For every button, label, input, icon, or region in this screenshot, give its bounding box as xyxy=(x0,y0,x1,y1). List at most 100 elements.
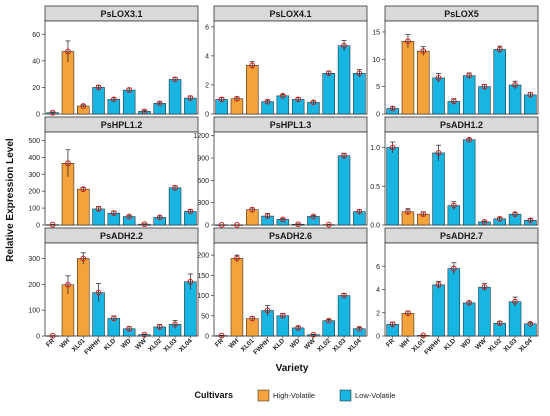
mean-point xyxy=(234,255,240,262)
mean-point xyxy=(141,108,148,115)
bar-wh xyxy=(401,40,415,115)
y-tick-label: 20 xyxy=(32,85,40,92)
x-tick-label: XL04 xyxy=(347,337,363,353)
y-tick-label: 200 xyxy=(197,253,209,260)
bar-xl02 xyxy=(153,103,166,115)
x-tick-label: FWHH xyxy=(83,337,102,356)
legend-title: Cultivars xyxy=(194,390,233,400)
mean-point xyxy=(512,298,518,305)
y-tick-label: 60 xyxy=(32,32,40,39)
bar-xl02 xyxy=(322,73,335,115)
y-axis-title: Relative Expression Level xyxy=(5,138,16,262)
panel-title: PsLOX5 xyxy=(444,9,479,19)
y-tick-label: 50 xyxy=(201,313,209,320)
y-tick-label: 0 xyxy=(36,223,40,230)
mean-point xyxy=(527,320,534,327)
mean-point xyxy=(264,213,271,219)
mean-point xyxy=(496,46,503,53)
panel-title: PsADH2.2 xyxy=(100,231,143,241)
mean-point xyxy=(279,216,286,223)
mean-point xyxy=(496,215,503,222)
y-tick-label: 15 xyxy=(372,29,380,36)
bar-xl04 xyxy=(524,323,537,337)
mean-point xyxy=(249,62,256,69)
mean-point xyxy=(389,321,396,328)
bar-wd xyxy=(122,89,136,115)
y-tick-label: 4 xyxy=(376,287,380,294)
mean-point xyxy=(389,105,396,112)
legend-key-low xyxy=(339,389,352,402)
y-tick-label: 0 xyxy=(36,112,40,119)
mean-point xyxy=(279,312,286,319)
bar-fwhh xyxy=(432,152,445,226)
bar-xl03 xyxy=(337,155,351,226)
panel-title: PsLOX3.1 xyxy=(100,9,142,19)
mean-point xyxy=(356,70,363,77)
y-tick-label: 10 xyxy=(372,57,380,64)
mean-point xyxy=(172,184,178,191)
y-tick-label: 1200 xyxy=(193,133,209,140)
bar-fwhh xyxy=(92,87,105,115)
mean-point xyxy=(187,95,194,101)
mean-point xyxy=(450,202,457,209)
mean-point xyxy=(126,87,133,93)
mean-point xyxy=(80,186,87,193)
mean-point xyxy=(527,91,534,98)
mean-point xyxy=(466,136,473,143)
panel-title: PsHPL1.3 xyxy=(270,120,312,130)
mean-point xyxy=(249,315,256,322)
mean-point xyxy=(325,221,332,228)
mean-point xyxy=(496,320,503,327)
bar-wh xyxy=(230,258,244,337)
x-tick-label: WD xyxy=(460,337,473,350)
bar-xl01 xyxy=(77,188,90,226)
bar-xl04 xyxy=(184,281,197,337)
panel-pslox3-1: PsLOX3.1 0 20 40 60 xyxy=(32,5,199,119)
y-tick-label: 400 xyxy=(28,155,40,162)
y-tick-label: 0.5 xyxy=(370,184,380,191)
bar-ww xyxy=(307,102,320,115)
y-tick-label: 100 xyxy=(28,206,40,213)
mean-point xyxy=(295,221,302,228)
mean-point xyxy=(466,299,473,306)
bar-xl04 xyxy=(353,73,366,115)
mean-point xyxy=(512,82,518,88)
y-tick-label: 200 xyxy=(28,282,40,289)
mean-point xyxy=(310,99,317,106)
mean-point xyxy=(234,95,240,102)
mean-point xyxy=(172,321,178,328)
mean-point xyxy=(187,278,194,285)
y-tick-label: 6 xyxy=(205,24,209,31)
mean-point xyxy=(49,109,56,116)
panel-title: PsHPL1.2 xyxy=(101,120,143,130)
y-tick-label: 150 xyxy=(197,273,209,280)
bar-xl03 xyxy=(168,187,182,226)
bar-kld xyxy=(447,268,461,337)
y-tick-label: 0 xyxy=(205,112,209,119)
mean-point xyxy=(80,103,87,109)
mean-point xyxy=(420,48,427,54)
panel-pshpl1-3: PsHPL1.3 0 300 600 900 1200 xyxy=(193,116,368,230)
panel-title: PsADH2.6 xyxy=(269,231,312,241)
bar-fwhh xyxy=(261,101,274,115)
mean-point xyxy=(450,98,457,105)
mean-point xyxy=(295,96,302,103)
legend-label-high: High-Volatile xyxy=(273,391,315,400)
mean-point xyxy=(356,325,363,332)
mean-point xyxy=(450,265,457,272)
x-tick-label: XL03 xyxy=(332,337,348,353)
y-tick-label: 300 xyxy=(28,256,40,263)
legend-key-high xyxy=(257,389,270,402)
mean-point xyxy=(295,325,302,331)
mean-point xyxy=(481,219,488,225)
legend: Cultivars High-Volatile Low-Volatile xyxy=(194,389,395,402)
mean-point xyxy=(65,160,71,167)
mean-point xyxy=(466,72,473,79)
bar-xl01 xyxy=(417,50,430,115)
bar-xl03 xyxy=(508,301,522,337)
y-tick-label: 500 xyxy=(28,138,40,145)
y-tick-label: 0 xyxy=(205,334,209,341)
